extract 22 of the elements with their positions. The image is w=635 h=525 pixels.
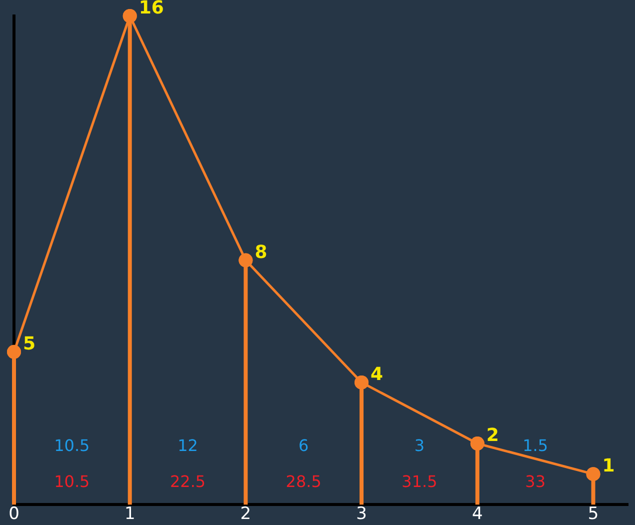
- annotation: 33: [525, 472, 546, 491]
- x-tick-label: 3: [356, 504, 367, 524]
- data-label: 1: [602, 456, 615, 477]
- annotation: 1.5: [522, 436, 548, 455]
- annotation: 3: [414, 436, 425, 455]
- x-tick-label: 1: [124, 504, 136, 524]
- data-label: 5: [23, 334, 36, 355]
- annotation: 28.5: [286, 472, 322, 491]
- annotation: 22.5: [170, 472, 206, 491]
- x-tick-label: 0: [8, 504, 20, 524]
- x-tick-label: 2: [240, 504, 252, 524]
- annotation: 6: [298, 436, 309, 455]
- x-tick-label: 4: [472, 504, 483, 524]
- data-label: 4: [370, 364, 384, 386]
- data-label: 2: [486, 425, 499, 446]
- data-label: 8: [254, 242, 268, 263]
- x-tick-label: 5: [588, 504, 599, 524]
- annotation: 10.5: [54, 436, 90, 455]
- annotation: 10.5: [54, 472, 90, 491]
- annotation: 12: [178, 436, 198, 455]
- annotation: 31.5: [402, 472, 438, 491]
- data-label: 16: [138, 0, 164, 19]
